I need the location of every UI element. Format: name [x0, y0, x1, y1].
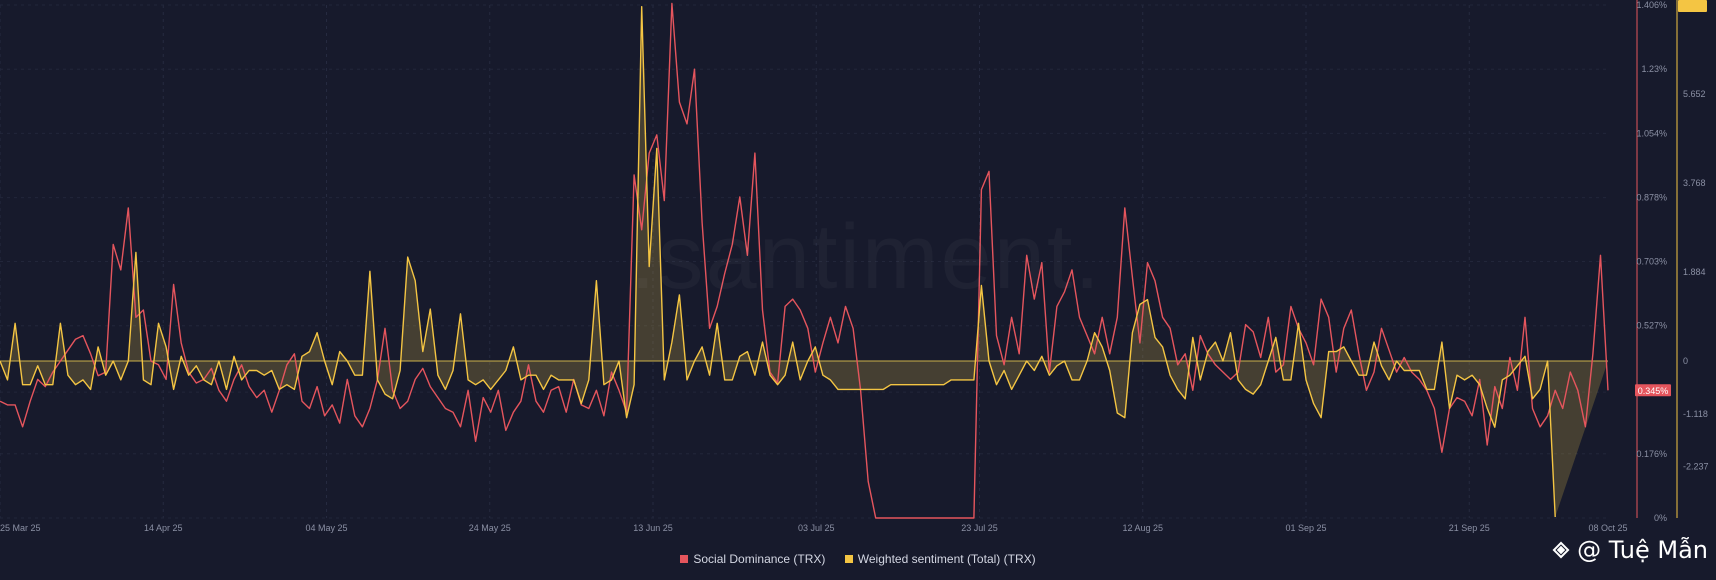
author-credit-text: @ Tuệ Mẫn: [1577, 536, 1708, 564]
x-tick-label: 13 Jun 25: [633, 523, 673, 533]
x-tick-label: 08 Oct 25: [1588, 523, 1627, 533]
left-axis-tick-label: 1.054%: [1636, 128, 1667, 138]
legend-item-weighted-sentiment[interactable]: Weighted sentiment (Total) (TRX): [844, 552, 1036, 566]
current-sentiment-badge-label: -3.322: [1680, 0, 1706, 2]
x-tick-label: 24 May 25: [469, 523, 511, 533]
left-axis-tick-label: 1.406%: [1636, 0, 1667, 10]
left-axis-tick-label: 0.527%: [1636, 321, 1667, 331]
right-axis-tick-label: -1.118: [1683, 409, 1708, 419]
x-tick-label: 12 Aug 25: [1122, 523, 1163, 533]
legend: Social Dominance (TRX) Weighted sentimen…: [0, 552, 1716, 566]
right-axis-tick-label: -2.237: [1683, 462, 1709, 472]
x-tick-label: 03 Jul 25: [798, 523, 835, 533]
right-axis-tick-label: 3.768: [1683, 178, 1706, 188]
left-axis-tick-label: 1.23%: [1641, 64, 1667, 74]
x-tick-label: 25 Mar 25: [0, 523, 41, 533]
left-axis-tick-label: 0.176%: [1636, 449, 1667, 459]
binance-square-icon: [1552, 541, 1570, 559]
x-tick-label: 01 Sep 25: [1285, 523, 1326, 533]
current-social-badge-label: 0.345%: [1638, 386, 1669, 396]
legend-swatch-weighted-sentiment: [844, 555, 853, 563]
x-tick-label: 04 May 25: [305, 523, 347, 533]
legend-item-social-dominance[interactable]: Social Dominance (TRX): [680, 552, 825, 566]
right-axis-tick-label: 0: [1683, 356, 1688, 366]
x-tick-label: 21 Sep 25: [1449, 523, 1490, 533]
x-tick-label: 23 Jul 25: [961, 523, 998, 533]
legend-label-social-dominance: Social Dominance (TRX): [693, 552, 826, 566]
legend-swatch-social-dominance: [680, 555, 689, 563]
series-line-social-dominance: [0, 2, 1609, 519]
current-social-badge: [1635, 384, 1671, 397]
right-axis-tick-label: 5.652: [1683, 89, 1706, 99]
legend-label-weighted-sentiment: Weighted sentiment (Total) (TRX): [857, 552, 1036, 566]
left-axis-tick-label: 0%: [1654, 513, 1667, 523]
left-axis-tick-label: 0.703%: [1636, 257, 1667, 267]
left-axis-tick-label: 0.878%: [1636, 193, 1667, 203]
x-tick-label: 14 Apr 25: [144, 523, 183, 533]
current-sentiment-badge: [1678, 0, 1707, 12]
santiment-watermark: .santiment.: [630, 205, 1102, 310]
right-axis-tick-label: 1.884: [1683, 267, 1706, 277]
author-credit: @ Tuệ Mẫn: [1549, 536, 1708, 564]
series-line-weighted-sentiment: [0, 6, 1556, 518]
